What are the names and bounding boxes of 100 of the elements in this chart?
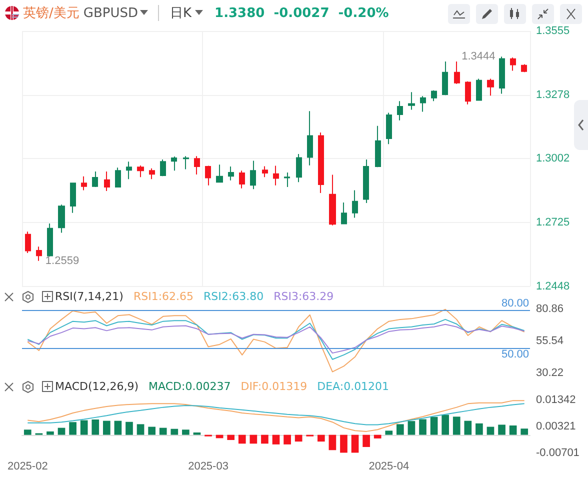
candlestick bbox=[137, 165, 144, 178]
candlestick bbox=[318, 132, 324, 194]
candlestick bbox=[104, 171, 110, 192]
candlestick bbox=[476, 78, 482, 101]
bar bbox=[498, 424, 506, 435]
text: 日K bbox=[170, 5, 192, 22]
y-tick-label: 80.86 bbox=[536, 303, 564, 315]
bar bbox=[24, 430, 32, 435]
annotation: 1.2559 bbox=[45, 254, 80, 267]
bar bbox=[126, 422, 133, 435]
candlestick bbox=[284, 172, 290, 188]
text: RSI3:63.29 bbox=[274, 290, 334, 303]
candlestick bbox=[397, 100, 403, 121]
x-tick-label: 2025-02 bbox=[7, 460, 48, 472]
candlestick bbox=[81, 176, 87, 191]
candlestick bbox=[375, 125, 381, 168]
candlestick bbox=[160, 159, 166, 177]
bar bbox=[250, 434, 258, 444]
bar bbox=[136, 424, 144, 435]
candlestick bbox=[25, 231, 31, 254]
y-tick-label: 1.2725 bbox=[536, 216, 570, 229]
bar bbox=[328, 434, 336, 450]
bar bbox=[430, 416, 438, 435]
bar bbox=[46, 431, 54, 435]
candlestick bbox=[363, 159, 369, 204]
bar bbox=[408, 421, 416, 435]
bar bbox=[340, 434, 348, 453]
bar bbox=[396, 424, 404, 435]
y-tick-label: 0.00321 bbox=[536, 420, 576, 432]
y-tick-label: 1.3278 bbox=[536, 88, 570, 101]
candlestick bbox=[228, 166, 234, 181]
candlestick bbox=[510, 57, 516, 72]
candlestick bbox=[126, 161, 132, 180]
candlestick bbox=[341, 202, 347, 225]
line-series bbox=[27, 403, 525, 426]
candlestick bbox=[36, 246, 42, 262]
chart-title: MACD(12,26,9) bbox=[55, 380, 139, 393]
candlestick bbox=[262, 166, 268, 178]
bar bbox=[464, 420, 472, 435]
candlestick bbox=[408, 92, 415, 110]
bar bbox=[351, 434, 359, 453]
candlestick bbox=[521, 64, 527, 73]
y-tick-label: 1.3555 bbox=[536, 25, 570, 37]
bar bbox=[452, 416, 460, 435]
y-tick-label: 1.2448 bbox=[536, 280, 570, 292]
line-series bbox=[27, 400, 525, 432]
chart-title: RSI(7,14,21) bbox=[55, 290, 124, 303]
bar bbox=[238, 434, 246, 444]
candlestick bbox=[92, 171, 98, 188]
bar bbox=[170, 428, 178, 435]
series-label: DIF:0.01319 bbox=[240, 380, 308, 393]
y-tick-label: 55.54 bbox=[536, 335, 564, 347]
candlestick bbox=[239, 170, 245, 189]
bar bbox=[227, 434, 235, 440]
bar bbox=[272, 434, 280, 444]
y-tick-label: 0.01342 bbox=[536, 394, 576, 406]
bar bbox=[103, 420, 110, 435]
bar bbox=[520, 428, 528, 435]
bar bbox=[261, 434, 268, 444]
bar bbox=[80, 420, 88, 435]
text: -0.0027 bbox=[274, 6, 330, 20]
bar bbox=[317, 434, 325, 442]
bar bbox=[385, 430, 393, 435]
text: RSI2:63.80 bbox=[204, 290, 264, 303]
candlestick bbox=[386, 112, 392, 145]
bar bbox=[92, 420, 100, 435]
y-tick-label: 1.3002 bbox=[536, 152, 570, 165]
bar bbox=[442, 414, 449, 435]
bar bbox=[284, 434, 291, 444]
candlestick bbox=[250, 160, 256, 190]
annotation: 1.3444 bbox=[462, 50, 496, 63]
candlestick bbox=[205, 165, 211, 186]
candlestick bbox=[442, 60, 448, 96]
candlestick bbox=[115, 167, 121, 188]
chart-title: 英镑/美元 bbox=[23, 5, 80, 22]
bar bbox=[419, 419, 426, 435]
bar bbox=[114, 420, 122, 435]
ref-line-label: 50.00 bbox=[501, 348, 529, 360]
candlestick bbox=[454, 60, 460, 84]
ref-line-label: 80.00 bbox=[501, 298, 529, 310]
x-tick-label: 2025-03 bbox=[188, 460, 228, 472]
bar bbox=[148, 426, 156, 435]
candlestick bbox=[58, 204, 65, 234]
candlestick bbox=[216, 164, 223, 184]
candlestick bbox=[487, 78, 494, 96]
bar bbox=[182, 430, 190, 435]
bar bbox=[193, 432, 201, 435]
bar bbox=[486, 426, 494, 435]
bar bbox=[58, 428, 66, 435]
text: DEA:0.01201 bbox=[317, 380, 390, 393]
series-label: RSI1:62.65 bbox=[133, 290, 194, 303]
x-tick-label: 2025-04 bbox=[368, 460, 410, 472]
text: 1.3380 bbox=[214, 6, 265, 20]
candlestick bbox=[420, 96, 426, 112]
bar bbox=[69, 422, 76, 435]
text: -0.20% bbox=[338, 6, 389, 20]
candlestick bbox=[329, 174, 336, 226]
y-tick-label: -0.00701 bbox=[536, 447, 580, 459]
bar bbox=[159, 428, 167, 435]
candlestick bbox=[70, 182, 76, 214]
